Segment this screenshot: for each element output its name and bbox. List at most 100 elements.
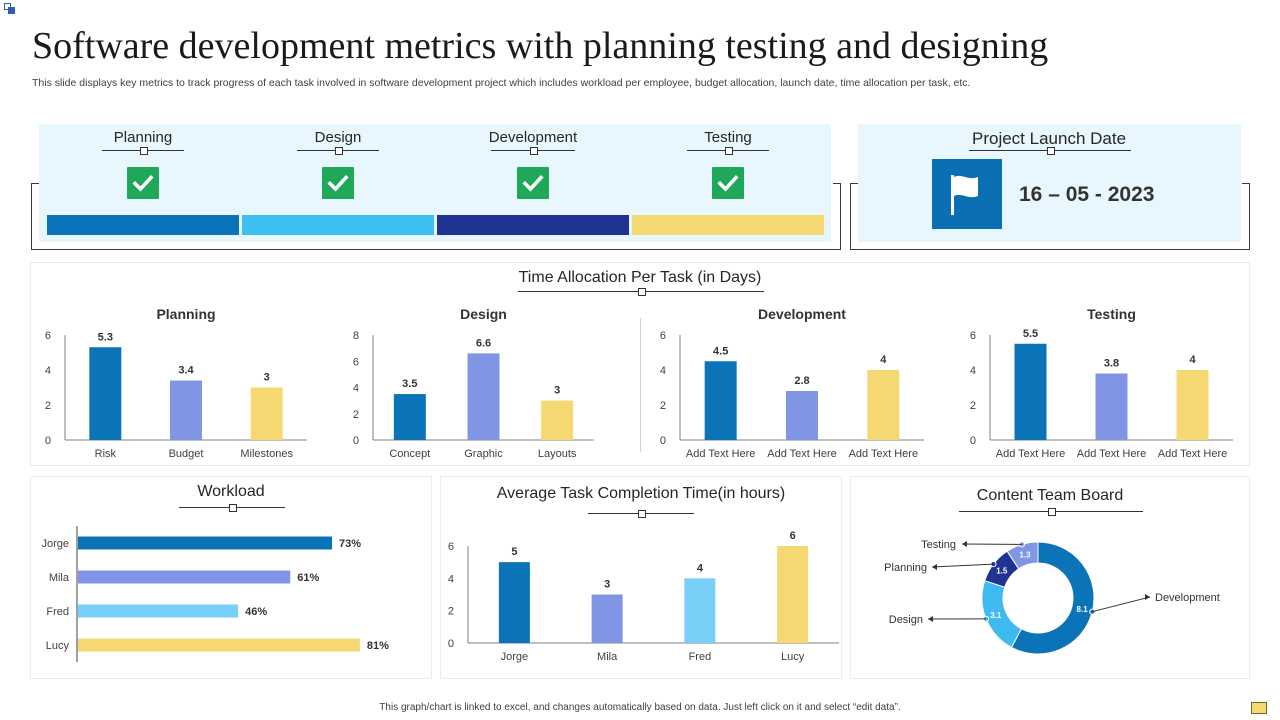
data-label: 5.5 [1023, 328, 1038, 340]
x-tick-label: Add Text Here [996, 448, 1066, 460]
y-tick-label: 4 [970, 365, 976, 377]
content-board-donut: 8.1 3.1 1.5 1.3 Development Design Planning Tes… [884, 539, 1220, 655]
workload-chart: Jorge 73% Mila 61% Fred 46% Lucy 81% [41, 526, 389, 662]
callout-arrow [1145, 594, 1150, 600]
flag-icon [932, 159, 1002, 229]
stage-underline [491, 147, 575, 155]
y-tick-label: 2 [970, 400, 976, 412]
data-label: 81% [367, 640, 389, 652]
bar [78, 536, 333, 550]
data-label: 61% [297, 572, 319, 584]
time-allocation-title: Time Allocation Per Task (in Days) [518, 269, 762, 286]
y-tick-label: 6 [660, 330, 666, 342]
x-tick-label: Budget [169, 448, 204, 460]
y-tick-label: Jorge [41, 538, 69, 550]
data-label: 2.8 [794, 375, 809, 387]
data-label: 3.8 [1104, 358, 1119, 370]
donut-slice [1010, 541, 1095, 655]
data-label: 5.3 [98, 331, 113, 343]
x-tick-label: Milestones [240, 448, 293, 460]
y-tick-label: 8 [353, 330, 359, 342]
development-chart: Development 0 2 4 6 4.5 Add Text Here 2.8 Add Te… [660, 306, 924, 460]
x-tick-label: Layouts [538, 448, 577, 460]
launch-label: Project Launch Date [972, 129, 1127, 148]
footer-note: This graph/chart is linked to excel, and… [379, 702, 901, 713]
content-board-underline [959, 508, 1143, 516]
workload-underline [179, 504, 285, 512]
callout-arrow [962, 541, 967, 547]
completion-underline [588, 510, 694, 518]
x-tick-label: Fred [689, 651, 712, 663]
x-tick-label: Add Text Here [849, 448, 919, 460]
y-tick-label: Fred [46, 606, 69, 618]
chart-title: Development [758, 306, 846, 322]
callout-line [931, 563, 994, 568]
x-tick-label: Jorge [501, 651, 529, 663]
launch-panel [858, 124, 1241, 242]
bar [498, 562, 530, 643]
bar [1095, 373, 1128, 440]
check-icon [127, 167, 159, 199]
bar [78, 604, 239, 618]
completion-chart: 0 2 4 6 5 Jorge 3 Mila 4 Fred 6 Lucy [448, 530, 839, 663]
launch-underline [969, 147, 1131, 155]
completion-title: Average Task Completion Time(in hours) [496, 485, 786, 502]
stages-bracket [31, 183, 841, 250]
x-tick-label: Lucy [781, 651, 805, 663]
data-label: 4.5 [713, 345, 728, 357]
y-tick-label: 4 [353, 383, 359, 395]
x-tick-label: Add Text Here [1158, 448, 1228, 460]
data-label: 3 [554, 385, 560, 397]
data-label: 73% [339, 538, 361, 550]
donut-slice [981, 580, 1023, 648]
x-tick-label: Add Text Here [686, 448, 756, 460]
data-label: 3 [264, 372, 270, 384]
x-tick-label: Concept [389, 448, 430, 460]
callout-label: Planning [884, 562, 927, 574]
stage-label-planning: Planning [113, 129, 173, 146]
data-label: 3.5 [402, 378, 417, 390]
callout-label: Design [889, 614, 923, 626]
stage-underline [687, 147, 769, 155]
page-title: Software development metrics with planni… [32, 25, 1049, 67]
y-tick-label: 2 [45, 400, 51, 412]
bar [78, 638, 360, 652]
x-tick-label: Graphic [464, 448, 503, 460]
bar [467, 353, 500, 440]
y-tick-label: 2 [660, 400, 666, 412]
workload-title: Workload [197, 483, 265, 500]
stage-label-development: Development [488, 129, 578, 146]
launch-date: 16 – 05 - 2023 [1019, 183, 1155, 206]
y-tick-label: Lucy [46, 640, 70, 652]
corner-square [1251, 702, 1267, 714]
data-label: 3 [604, 579, 610, 591]
y-tick-label: 0 [45, 435, 51, 447]
callout-arrow [932, 564, 937, 570]
bar [89, 347, 122, 440]
y-tick-label: 4 [448, 573, 454, 585]
data-label: 4 [1189, 354, 1196, 366]
data-label: 6.6 [476, 337, 491, 349]
check-icon [322, 167, 354, 199]
chart-title: Testing [1087, 306, 1136, 322]
y-tick-label: 4 [45, 365, 51, 377]
x-tick-label: Risk [95, 448, 117, 460]
callout-label: Development [1155, 592, 1220, 604]
callout-arrow [928, 616, 933, 622]
x-tick-label: Add Text Here [1077, 448, 1147, 460]
check-icon [517, 167, 549, 199]
chart-title: Planning [156, 306, 215, 322]
y-tick-label: 0 [448, 638, 454, 650]
stage-bar-planning [47, 215, 239, 235]
y-tick-label: 2 [353, 409, 359, 421]
y-tick-label: 4 [660, 365, 666, 377]
data-label: 3.1 [990, 611, 1002, 620]
bar [1014, 343, 1047, 440]
stage-bar-testing [632, 215, 824, 235]
stage-bar-development [437, 215, 629, 235]
y-tick-label: 6 [45, 330, 51, 342]
data-label: 4 [880, 354, 887, 366]
bar [684, 578, 716, 643]
stage-label-design: Design [314, 129, 362, 146]
bar [591, 594, 623, 643]
